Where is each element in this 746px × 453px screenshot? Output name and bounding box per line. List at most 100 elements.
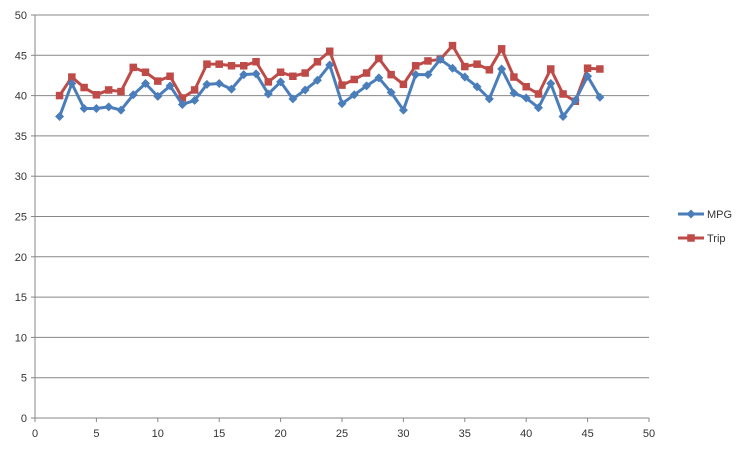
legend-marker-trip	[687, 234, 695, 242]
x-tick-label-5: 5	[93, 428, 99, 440]
data-point-mpg-44	[570, 95, 580, 105]
y-tick-label-10: 10	[15, 332, 27, 344]
data-point-mpg-42	[546, 79, 556, 89]
x-tick-label-25: 25	[336, 428, 348, 440]
data-point-mpg-14	[202, 79, 212, 89]
series-trip	[55, 41, 604, 105]
data-point-trip-9	[141, 68, 150, 76]
data-point-mpg-16	[226, 84, 236, 94]
data-point-mpg-36	[472, 82, 482, 92]
data-point-trip-37	[485, 66, 494, 74]
y-tick-label-5: 5	[21, 373, 27, 385]
data-point-trip-2	[55, 91, 64, 100]
data-point-trip-3	[68, 73, 76, 81]
data-point-mpg-6	[104, 102, 114, 112]
data-point-mpg-41	[533, 103, 543, 113]
data-point-mpg-31	[411, 70, 421, 80]
data-point-trip-36	[473, 60, 481, 68]
data-point-trip-43	[559, 90, 567, 98]
data-point-trip-18	[252, 57, 260, 66]
data-point-trip-46	[596, 65, 604, 73]
x-tick-label-10: 10	[152, 428, 164, 440]
data-point-mpg-20	[276, 77, 286, 87]
legend-marker-mpg	[686, 209, 696, 219]
data-point-trip-41	[534, 90, 543, 98]
data-point-mpg-2	[55, 112, 65, 122]
y-tick-label-40: 40	[15, 91, 27, 103]
x-tick-label-40: 40	[520, 428, 532, 440]
y-tick-label-50: 50	[15, 10, 27, 22]
x-tick-label-30: 30	[397, 428, 409, 440]
data-point-mpg-37	[484, 94, 494, 104]
data-point-mpg-22	[300, 85, 310, 95]
data-point-mpg-17	[239, 70, 249, 80]
data-point-trip-31	[411, 62, 420, 70]
data-point-mpg-23	[312, 75, 322, 85]
data-point-trip-10	[154, 77, 162, 85]
data-point-mpg-27	[362, 81, 372, 91]
legend: MPG Trip	[678, 209, 732, 245]
data-point-trip-4	[80, 83, 88, 92]
data-point-trip-8	[129, 63, 137, 72]
x-tick-label-45: 45	[581, 428, 593, 440]
data-point-trip-34	[448, 41, 457, 50]
axes	[31, 14, 650, 422]
data-point-trip-14	[203, 60, 211, 68]
data-point-mpg-21	[288, 94, 298, 104]
legend-label-mpg: MPG	[707, 209, 732, 221]
data-point-mpg-33	[435, 54, 445, 64]
y-tick-label-25: 25	[15, 212, 27, 224]
x-tick-label-35: 35	[459, 428, 471, 440]
data-point-mpg-5	[91, 103, 101, 113]
data-point-trip-35	[461, 62, 469, 71]
data-point-trip-27	[362, 69, 371, 77]
data-point-mpg-4	[79, 103, 89, 113]
data-point-trip-15	[215, 60, 223, 68]
y-tick-label-0: 0	[21, 413, 27, 425]
data-point-mpg-38	[497, 64, 507, 74]
series-group	[55, 41, 605, 122]
data-point-trip-22	[301, 69, 309, 77]
data-point-mpg-43	[558, 112, 568, 122]
data-point-mpg-9	[141, 79, 151, 89]
data-point-trip-39	[510, 73, 518, 81]
data-point-trip-20	[276, 68, 285, 76]
data-point-mpg-13	[190, 95, 200, 105]
data-point-trip-17	[240, 62, 248, 70]
data-point-mpg-28	[374, 73, 384, 83]
data-point-trip-42	[547, 65, 555, 73]
data-point-trip-6	[104, 86, 113, 94]
gridlines	[35, 14, 649, 379]
data-point-trip-21	[289, 72, 297, 81]
data-point-trip-29	[387, 70, 395, 79]
data-point-trip-28	[375, 54, 383, 63]
data-point-mpg-29	[386, 87, 396, 97]
data-point-trip-23	[313, 57, 322, 66]
data-point-mpg-18	[251, 69, 261, 79]
data-point-mpg-10	[153, 91, 163, 101]
data-point-mpg-19	[263, 89, 273, 99]
legend-item-trip: Trip	[678, 233, 726, 245]
x-tick-label-0: 0	[32, 428, 38, 440]
y-tick-label-45: 45	[15, 50, 27, 62]
data-point-mpg-3	[67, 79, 77, 89]
data-point-trip-16	[227, 62, 236, 70]
data-point-trip-5	[92, 91, 101, 99]
data-point-mpg-40	[521, 93, 531, 103]
data-point-trip-13	[190, 86, 199, 94]
data-point-mpg-7	[116, 105, 126, 115]
data-point-mpg-15	[214, 79, 224, 89]
data-point-mpg-32	[423, 70, 433, 80]
series-mpg	[55, 54, 605, 122]
data-point-trip-45	[583, 64, 592, 72]
data-point-mpg-25	[337, 99, 347, 109]
data-point-mpg-39	[509, 88, 519, 98]
data-point-mpg-46	[595, 92, 605, 102]
data-point-mpg-11	[165, 81, 175, 91]
legend-label-trip: Trip	[707, 233, 726, 245]
data-point-trip-24	[325, 47, 334, 56]
data-point-trip-11	[166, 72, 174, 81]
x-tick-label-20: 20	[274, 428, 286, 440]
data-point-trip-38	[497, 45, 506, 53]
